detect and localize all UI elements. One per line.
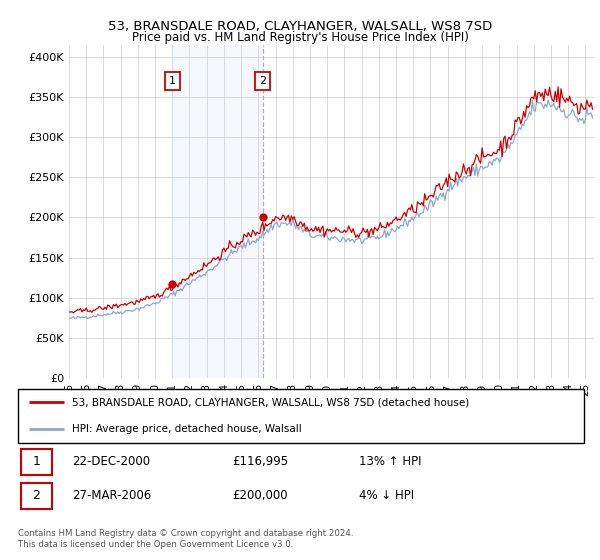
Text: £200,000: £200,000 [233, 489, 289, 502]
Text: 4% ↓ HPI: 4% ↓ HPI [359, 489, 414, 502]
Text: 1: 1 [32, 455, 40, 468]
Text: Contains HM Land Registry data © Crown copyright and database right 2024.
This d: Contains HM Land Registry data © Crown c… [18, 529, 353, 549]
Text: 53, BRANSDALE ROAD, CLAYHANGER, WALSALL, WS8 7SD: 53, BRANSDALE ROAD, CLAYHANGER, WALSALL,… [108, 20, 492, 32]
Text: 27-MAR-2006: 27-MAR-2006 [73, 489, 152, 502]
Text: £116,995: £116,995 [233, 455, 289, 468]
Text: 53, BRANSDALE ROAD, CLAYHANGER, WALSALL, WS8 7SD (detached house): 53, BRANSDALE ROAD, CLAYHANGER, WALSALL,… [73, 397, 470, 407]
Bar [21, 449, 52, 475]
Text: 1: 1 [169, 76, 176, 86]
Text: 2: 2 [259, 76, 266, 86]
Text: HPI: Average price, detached house, Walsall: HPI: Average price, detached house, Wals… [73, 424, 302, 435]
Text: 2: 2 [32, 489, 40, 502]
Text: Price paid vs. HM Land Registry's House Price Index (HPI): Price paid vs. HM Land Registry's House … [131, 31, 469, 44]
Text: 13% ↑ HPI: 13% ↑ HPI [359, 455, 421, 468]
Bar [172, 45, 263, 378]
Text: 22-DEC-2000: 22-DEC-2000 [73, 455, 151, 468]
Bar [21, 483, 52, 509]
